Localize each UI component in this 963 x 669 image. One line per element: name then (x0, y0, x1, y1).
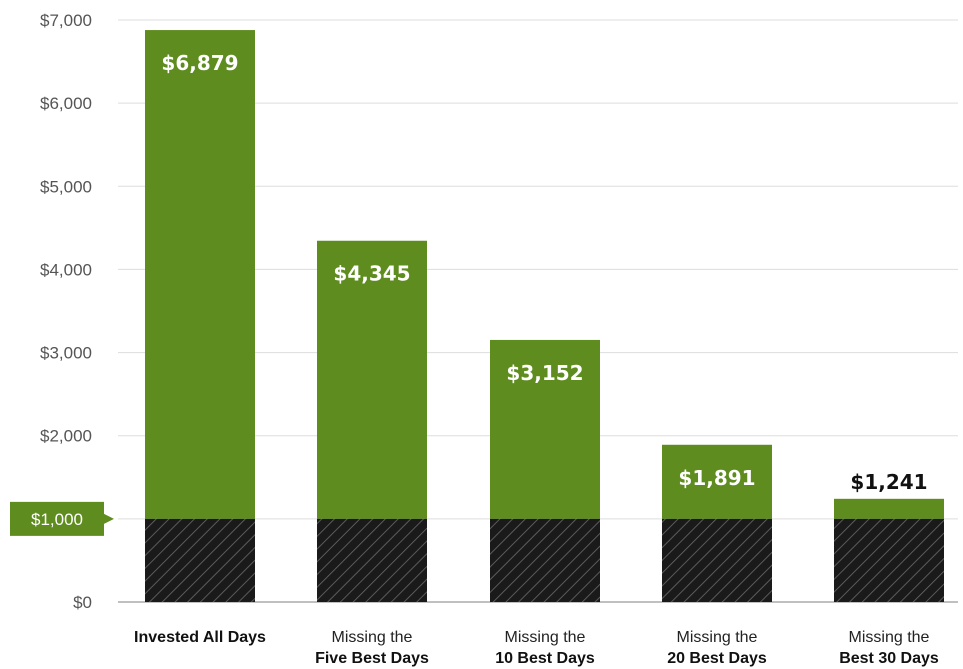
bar-initial-investment (145, 518, 255, 602)
value-label: $3,152 (506, 361, 583, 385)
category-label: Missing the (849, 629, 930, 646)
category-label-emphasis: Five Best Days (315, 650, 429, 667)
bar-growth (145, 30, 255, 519)
category-label: Invested All Days (134, 629, 266, 646)
y-tick-label: $2,000 (40, 427, 92, 446)
value-label: $6,879 (161, 51, 238, 75)
baseline-tag-label: $1,000 (31, 510, 83, 529)
bar-growth (662, 444, 772, 519)
category-label-emphasis: 10 Best Days (495, 650, 595, 667)
bar-growth (490, 339, 600, 519)
bars: $6,879 $4,345 $3,152 $1,891 $1,241 (145, 30, 944, 602)
baseline-tag-shape (10, 501, 114, 536)
category-label-emphasis: Best 30 Days (839, 650, 939, 667)
y-tick-label: $7,000 (40, 11, 92, 30)
y-axis: $0 $2,000 $3,000 $4,000 $5,000 $6,000 $7,000 (40, 11, 92, 612)
bar-growth (317, 240, 427, 519)
bar-growth (834, 498, 944, 519)
y-tick-label: $5,000 (40, 177, 92, 196)
value-label: $1,891 (678, 466, 755, 490)
category-labels: Invested All Days Missing the Five Best Da… (134, 629, 939, 667)
category-label: Missing the (677, 629, 758, 646)
y-tick-label: $4,000 (40, 260, 92, 279)
category-label: Missing the (332, 629, 413, 646)
value-label: $1,241 (850, 470, 927, 494)
bar-initial-investment (317, 518, 427, 602)
bar-initial-investment (490, 518, 600, 602)
category-label-emphasis: 20 Best Days (667, 650, 767, 667)
bar-initial-investment (662, 518, 772, 602)
bar-initial-investment (834, 518, 944, 602)
grid-lines (118, 19, 958, 603)
y-tick-label: $0 (73, 593, 92, 612)
category-label: Missing the (505, 629, 586, 646)
y-tick-label: $6,000 (40, 94, 92, 113)
y-tick-label: $3,000 (40, 344, 92, 363)
baseline-tag: $1,000 (10, 501, 114, 536)
value-label: $4,345 (333, 262, 410, 286)
